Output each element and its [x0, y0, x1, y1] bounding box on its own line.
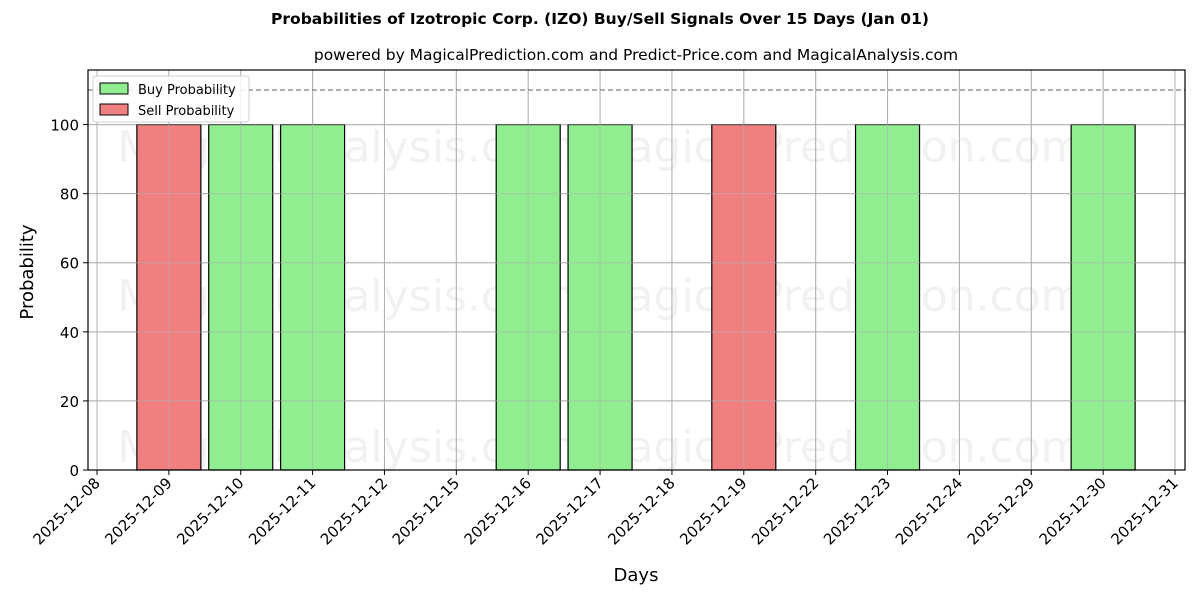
x-tick-label: 2025-12-24 — [892, 474, 966, 548]
y-tick-label: 80 — [60, 186, 79, 204]
x-tick-label: 2025-12-18 — [604, 474, 678, 548]
y-axis: 0 20 40 60 80 100 — [50, 117, 88, 480]
sell-legend-label: Sell Probability — [138, 104, 235, 119]
x-tick-label: 2025-12-19 — [676, 474, 750, 548]
plot-frame — [87, 69, 1186, 471]
watermark-text: MagicalPrediction.com — [589, 122, 1084, 173]
watermark-text: MagicalPrediction.com — [589, 271, 1084, 322]
x-axis-label: Days — [614, 565, 659, 586]
x-tick-label: 2025-12-23 — [820, 474, 894, 548]
x-tick-label: 2025-12-11 — [245, 474, 319, 548]
x-tick-label: 2025-12-31 — [1107, 474, 1181, 548]
buy-legend-label: Buy Probability — [138, 83, 236, 98]
y-tick-label: 20 — [60, 393, 79, 411]
x-tick-label: 2025-12-08 — [29, 474, 103, 548]
x-tick-label: 2025-12-29 — [964, 474, 1038, 548]
x-tick-label: 2025-12-16 — [461, 474, 535, 548]
legend: Buy Probability Sell Probability — [92, 75, 250, 123]
watermark-text: MagicalPrediction.com — [589, 422, 1084, 473]
chart-subtitle: powered by MagicalPrediction.com and Pre… — [313, 46, 959, 64]
bars — [88, 70, 1185, 471]
legend-box — [92, 75, 250, 123]
x-axis: 2025-12-082025-12-092025-12-102025-12-11… — [29, 470, 1182, 548]
y-tick-label: 40 — [60, 324, 79, 342]
x-tick-label: 2025-12-17 — [533, 474, 607, 548]
buy-legend-swatch — [99, 82, 129, 95]
x-tick-label: 2025-12-22 — [748, 474, 822, 548]
y-tick-label: 100 — [50, 117, 79, 135]
x-tick-label: 2025-12-15 — [389, 474, 463, 548]
x-tick-label: 2025-12-09 — [101, 474, 175, 548]
x-tick-label: 2025-12-30 — [1036, 474, 1110, 548]
y-tick-label: 0 — [69, 462, 79, 480]
x-tick-label: 2025-12-12 — [317, 474, 391, 548]
y-tick-label: 60 — [60, 255, 79, 273]
chart-title: Probabilities of Izotropic Corp. (IZO) B… — [271, 10, 929, 28]
x-tick-label: 2025-12-10 — [173, 474, 247, 548]
sell-legend-swatch — [99, 103, 129, 116]
y-axis-label: Probability — [17, 224, 38, 319]
